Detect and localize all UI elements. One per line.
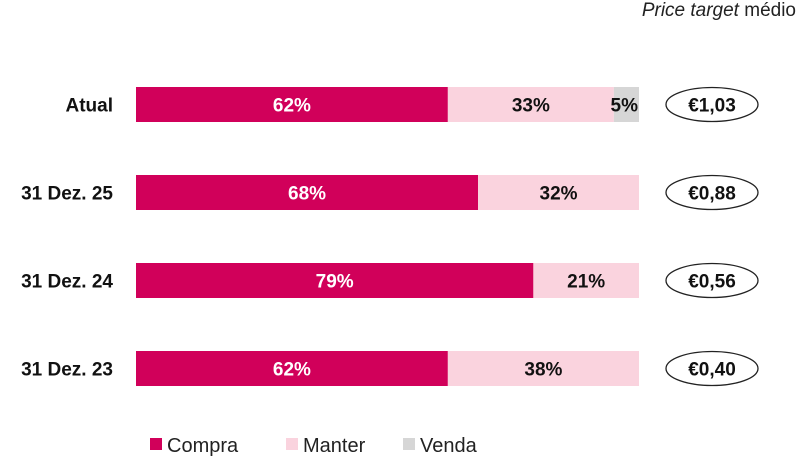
category-label-31-dez-24: 31 Dez. 24 xyxy=(21,272,113,293)
data-label-manter-31-dez-25: 32% xyxy=(540,184,578,205)
data-label-manter-31-dez-23: 38% xyxy=(524,360,562,381)
price-target-header-italic: Price target xyxy=(641,0,739,21)
legend-label-venda: Venda xyxy=(420,435,478,457)
price-target-ellipse-31-dez-23 xyxy=(665,350,759,387)
price-target-ellipse-atual xyxy=(665,86,759,123)
bar-manter-31-dez-23 xyxy=(447,351,639,386)
bar-manter-31-dez-24 xyxy=(533,263,639,298)
bar-compra-31-dez-25 xyxy=(136,175,479,210)
category-label-atual: Atual xyxy=(66,96,114,117)
data-label-compra-31-dez-23: 62% xyxy=(273,360,311,381)
data-label-venda-atual: 5% xyxy=(611,96,639,117)
legend-swatch-compra xyxy=(150,438,162,450)
price-target-value-31-dez-24: €0,56 xyxy=(688,272,736,293)
category-label-31-dez-23: 31 Dez. 23 xyxy=(21,360,113,381)
bar-compra-31-dez-23 xyxy=(136,351,448,386)
data-label-manter-31-dez-24: 21% xyxy=(567,272,605,293)
price-target-value-atual: €1,03 xyxy=(688,96,736,117)
bar-venda-atual xyxy=(613,87,639,122)
category-label-31-dez-25: 31 Dez. 25 xyxy=(21,184,113,205)
price-target-header-rest: médio xyxy=(738,0,796,21)
price-target-value-31-dez-25: €0,88 xyxy=(688,184,736,205)
data-label-manter-atual: 33% xyxy=(512,96,550,117)
legend-label-compra: Compra xyxy=(167,435,239,457)
legend-label-manter: Manter xyxy=(303,435,366,457)
bar-manter-atual xyxy=(447,87,614,122)
data-label-compra-atual: 62% xyxy=(273,96,311,117)
legend-swatch-venda xyxy=(403,438,415,450)
bar-manter-31-dez-25 xyxy=(478,175,639,210)
data-label-compra-31-dez-24: 79% xyxy=(316,272,354,293)
data-label-compra-31-dez-25: 68% xyxy=(288,184,326,205)
bar-compra-atual xyxy=(136,87,448,122)
legend-swatch-manter xyxy=(286,438,298,450)
price-target-value-31-dez-23: €0,40 xyxy=(688,360,736,381)
price-target-ellipse-31-dez-25 xyxy=(665,174,759,211)
price-target-ellipse-31-dez-24 xyxy=(665,262,759,299)
price-target-header: Price target médio xyxy=(642,0,796,22)
bar-compra-31-dez-24 xyxy=(136,263,534,298)
